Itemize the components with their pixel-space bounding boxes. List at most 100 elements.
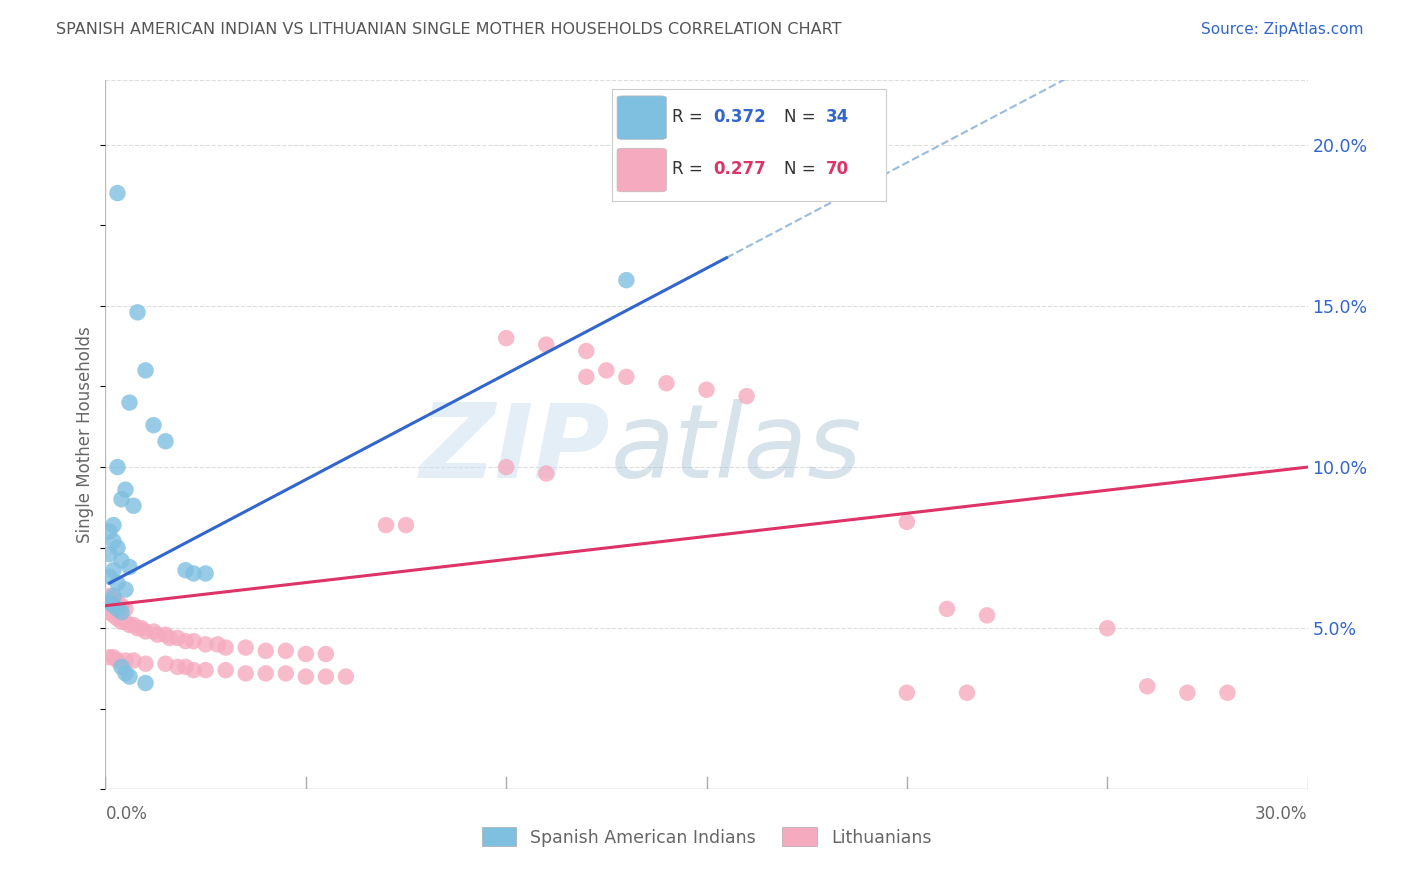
Point bbox=[135, 657, 157, 671]
Point bbox=[110, 605, 132, 619]
Point bbox=[114, 666, 136, 681]
Point bbox=[142, 624, 165, 639]
Point bbox=[254, 644, 277, 658]
Point bbox=[374, 518, 398, 533]
Point bbox=[114, 602, 136, 616]
Point bbox=[110, 599, 132, 613]
Point bbox=[127, 621, 149, 635]
Point bbox=[135, 676, 157, 690]
Point bbox=[98, 605, 121, 619]
Point bbox=[1136, 679, 1159, 693]
Point bbox=[166, 631, 188, 645]
Point bbox=[98, 595, 121, 609]
Point bbox=[103, 599, 125, 613]
Point bbox=[131, 621, 153, 635]
Point bbox=[335, 670, 357, 684]
Point bbox=[395, 518, 418, 533]
Point bbox=[976, 608, 998, 623]
Point bbox=[159, 631, 181, 645]
Point bbox=[495, 460, 517, 475]
Point bbox=[235, 640, 257, 655]
Text: N =: N = bbox=[785, 161, 821, 178]
Point bbox=[214, 640, 236, 655]
Point bbox=[103, 534, 125, 549]
Text: Source: ZipAtlas.com: Source: ZipAtlas.com bbox=[1201, 22, 1364, 37]
Point bbox=[575, 344, 598, 359]
Point bbox=[155, 657, 177, 671]
Point bbox=[295, 670, 318, 684]
Point bbox=[110, 553, 132, 567]
Point bbox=[174, 563, 197, 577]
Text: 0.372: 0.372 bbox=[713, 108, 766, 126]
Point bbox=[114, 582, 136, 597]
Point bbox=[183, 634, 205, 648]
Point bbox=[616, 369, 638, 384]
Point bbox=[214, 663, 236, 677]
Point bbox=[118, 670, 141, 684]
Text: atlas: atlas bbox=[610, 399, 862, 499]
Point bbox=[122, 618, 145, 632]
Point bbox=[655, 376, 678, 391]
Point bbox=[114, 483, 136, 497]
Point bbox=[135, 363, 157, 377]
Point bbox=[1097, 621, 1119, 635]
Point bbox=[1216, 686, 1239, 700]
Legend: Spanish American Indians, Lithuanians: Spanish American Indians, Lithuanians bbox=[472, 819, 941, 855]
Point bbox=[194, 566, 217, 581]
Point bbox=[956, 686, 979, 700]
Point bbox=[107, 602, 129, 616]
Point bbox=[122, 653, 145, 667]
Text: ZIP: ZIP bbox=[420, 399, 610, 500]
Point bbox=[595, 363, 617, 377]
Point bbox=[183, 663, 205, 677]
Point bbox=[936, 602, 959, 616]
Point bbox=[194, 663, 217, 677]
Text: 34: 34 bbox=[825, 108, 849, 126]
Point bbox=[103, 608, 125, 623]
Point bbox=[896, 686, 918, 700]
Point bbox=[107, 186, 129, 200]
Point bbox=[107, 460, 129, 475]
Point bbox=[114, 653, 136, 667]
Point bbox=[107, 611, 129, 625]
Text: R =: R = bbox=[672, 108, 709, 126]
Point bbox=[142, 418, 165, 433]
FancyBboxPatch shape bbox=[617, 148, 666, 192]
Point bbox=[103, 592, 125, 607]
Text: 0.277: 0.277 bbox=[713, 161, 766, 178]
Point bbox=[155, 628, 177, 642]
Point bbox=[103, 563, 125, 577]
Point bbox=[98, 650, 121, 665]
Point bbox=[118, 618, 141, 632]
Point bbox=[696, 383, 718, 397]
Point bbox=[107, 653, 129, 667]
Text: 0.0%: 0.0% bbox=[105, 805, 148, 823]
Point bbox=[295, 647, 318, 661]
Point bbox=[114, 615, 136, 629]
Point bbox=[98, 524, 121, 539]
Point bbox=[122, 499, 145, 513]
Point bbox=[616, 273, 638, 287]
Point bbox=[103, 518, 125, 533]
Y-axis label: Single Mother Households: Single Mother Households bbox=[76, 326, 94, 543]
Text: 30.0%: 30.0% bbox=[1256, 805, 1308, 823]
Point bbox=[118, 560, 141, 574]
Point bbox=[735, 389, 758, 403]
Point bbox=[127, 305, 149, 319]
Point bbox=[896, 515, 918, 529]
Point bbox=[274, 666, 297, 681]
Point bbox=[315, 670, 337, 684]
Point bbox=[274, 644, 297, 658]
Point bbox=[183, 566, 205, 581]
Text: N =: N = bbox=[785, 108, 821, 126]
Text: SPANISH AMERICAN INDIAN VS LITHUANIAN SINGLE MOTHER HOUSEHOLDS CORRELATION CHART: SPANISH AMERICAN INDIAN VS LITHUANIAN SI… bbox=[56, 22, 842, 37]
Point bbox=[98, 570, 121, 584]
Point bbox=[495, 331, 517, 345]
Point bbox=[98, 547, 121, 561]
Point bbox=[110, 615, 132, 629]
Point bbox=[534, 337, 557, 351]
Point bbox=[103, 650, 125, 665]
Text: 70: 70 bbox=[825, 161, 849, 178]
Point bbox=[107, 541, 129, 555]
Point bbox=[107, 595, 129, 609]
